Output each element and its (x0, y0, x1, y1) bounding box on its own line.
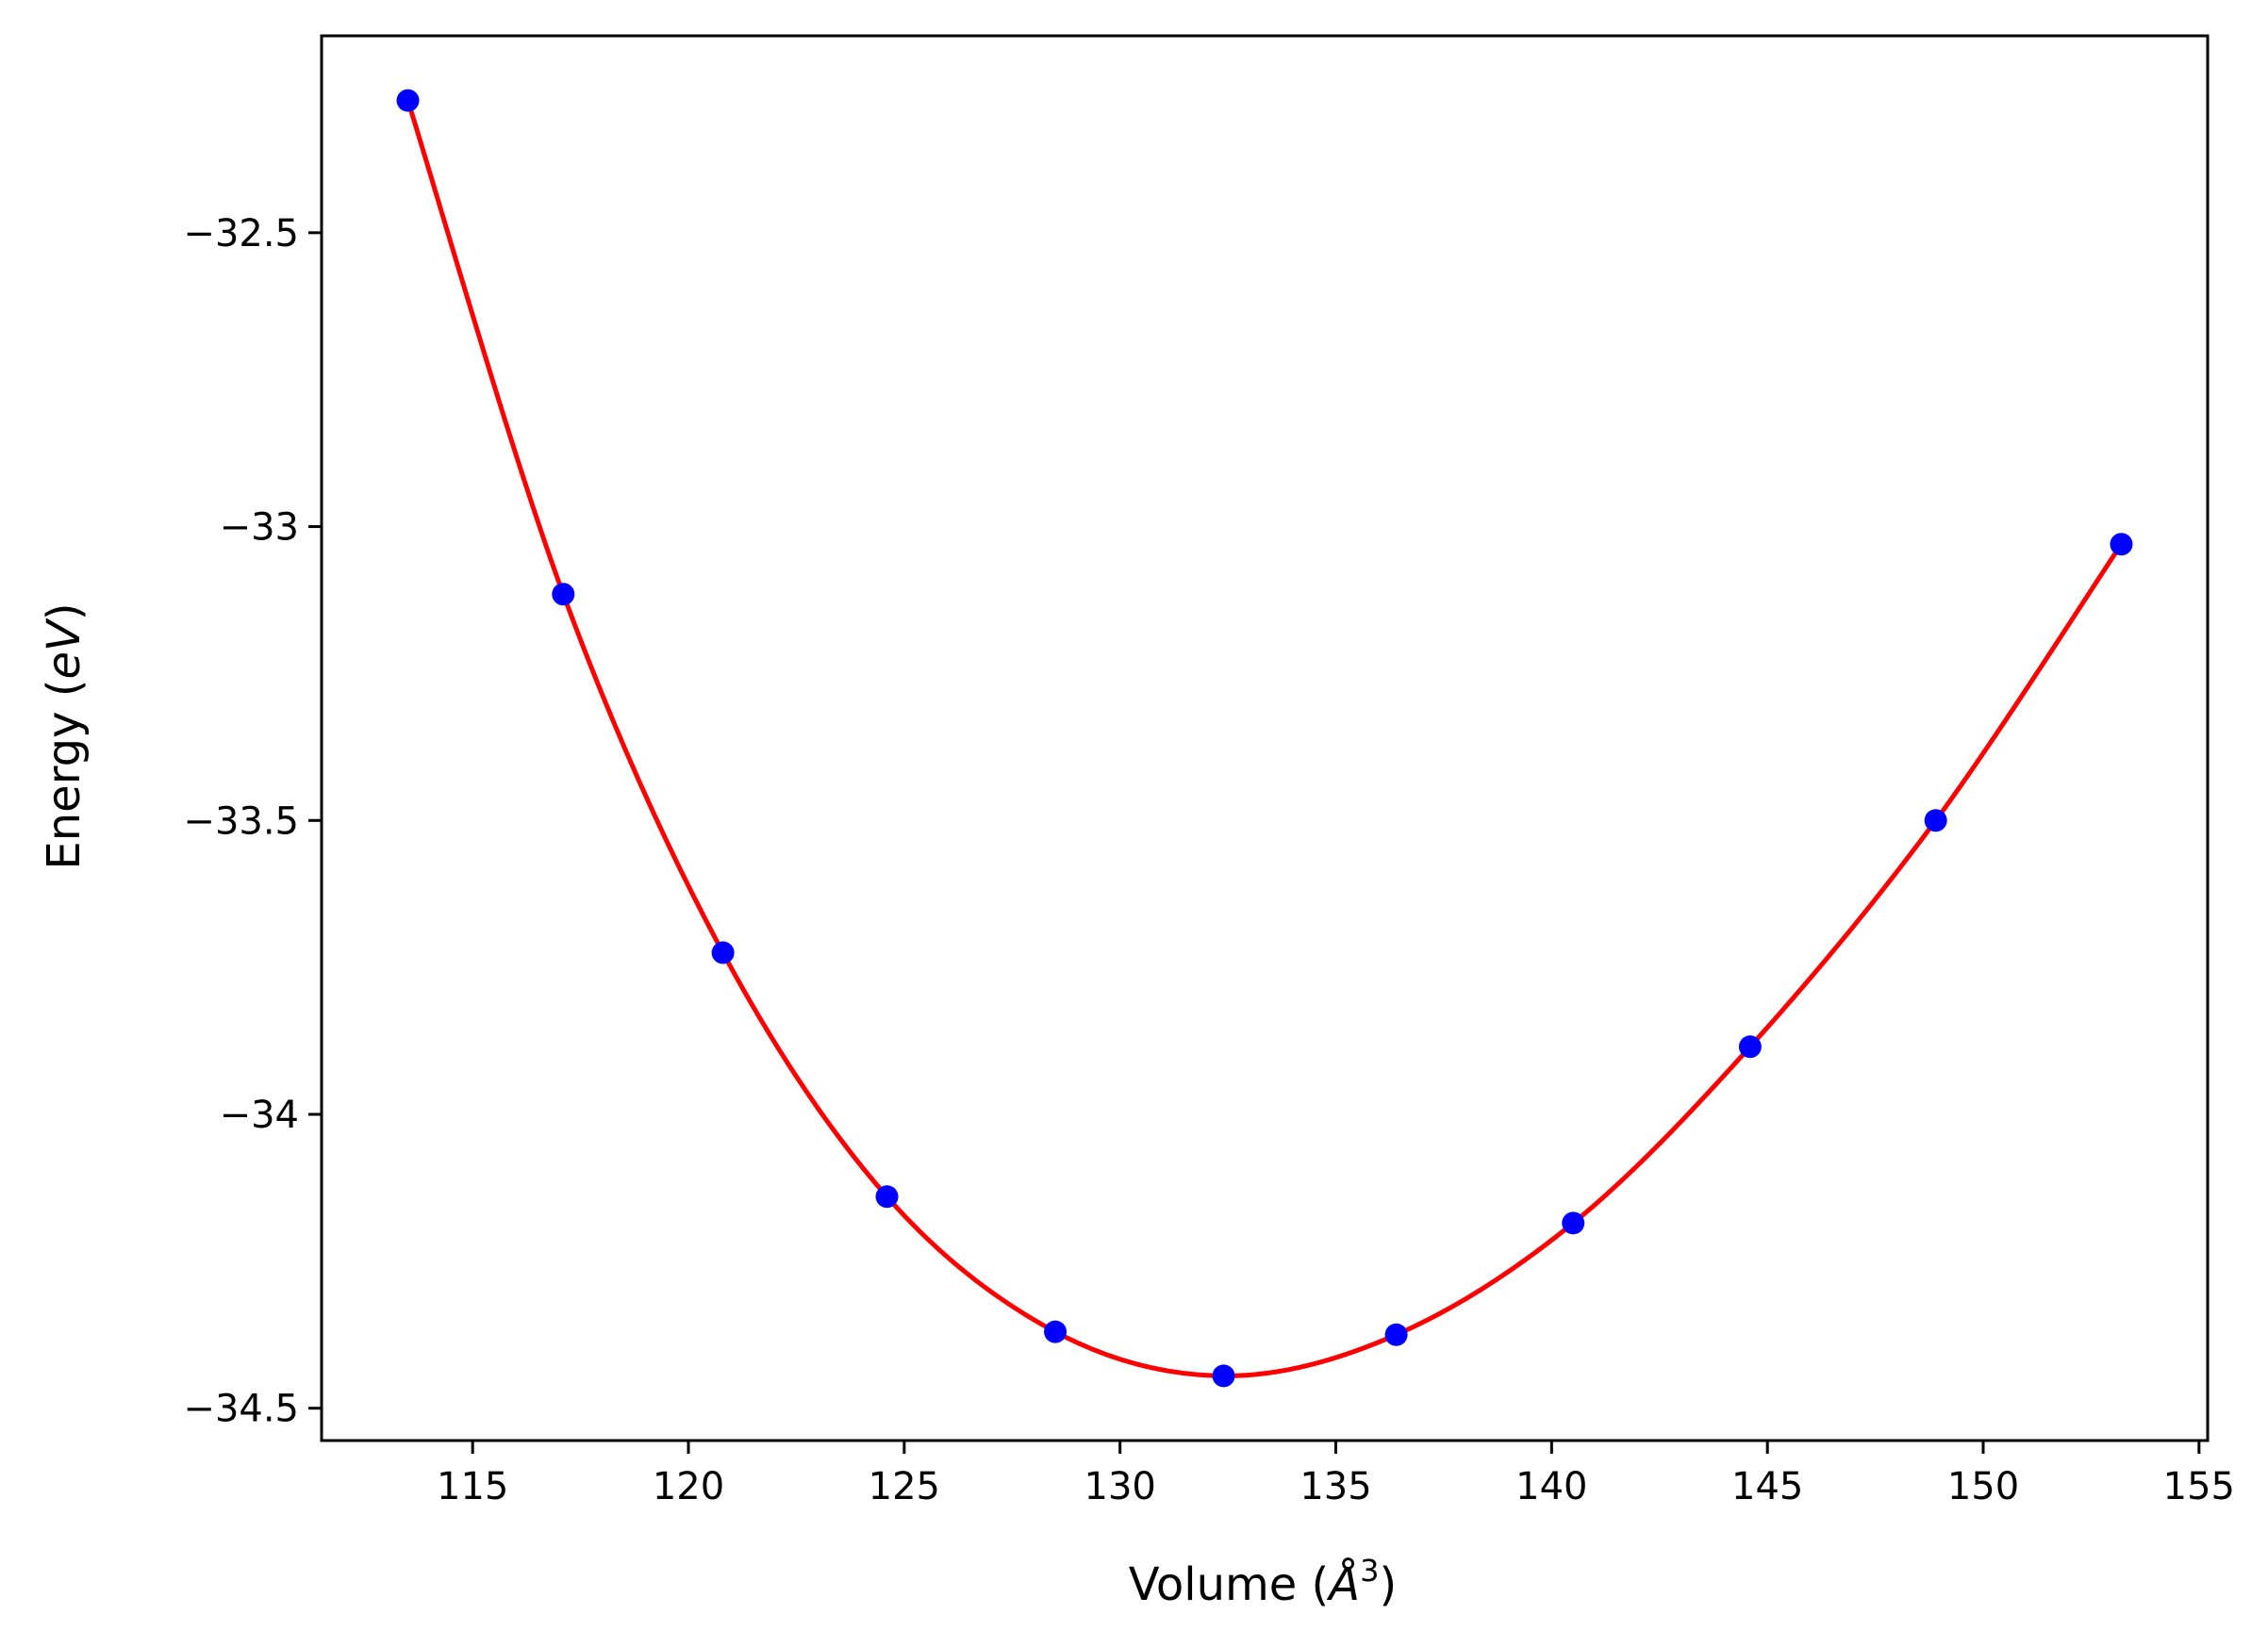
x-axis-label-text: Volume (1129, 1558, 1298, 1611)
data-point (875, 1185, 899, 1209)
y-axis-label-text: Energy (38, 712, 91, 870)
data-point (711, 941, 735, 964)
x-axis-label: Volume (Å3) (1129, 1553, 1397, 1611)
plot-frame (320, 34, 2210, 1442)
x-tick-label: 120 (653, 1465, 724, 1508)
y-tick-label: −34.5 (183, 1388, 299, 1431)
y-axis-ticks: −32.5 −33 −33.5 −34 −34.5 (183, 212, 322, 1431)
y-axis-label-paren-open: ( (38, 680, 91, 712)
data-point (2110, 533, 2133, 556)
y-axis-label: Energy (eV) (38, 602, 91, 869)
data-point (396, 89, 420, 112)
data-point (1924, 809, 1947, 832)
y-tick-label: −33.5 (183, 799, 299, 843)
x-tick-label: 155 (2163, 1465, 2235, 1508)
fit-curve-layer (406, 99, 2124, 1378)
data-point (552, 583, 575, 606)
x-tick-label: 115 (437, 1465, 508, 1508)
x-tick-label: 140 (1515, 1465, 1587, 1508)
data-point (1738, 1035, 1762, 1059)
y-tick-label: −32.5 (183, 212, 299, 255)
y-tick-label: −34 (220, 1094, 299, 1137)
x-tick-label: 135 (1300, 1465, 1371, 1508)
x-tick-label: 130 (1084, 1465, 1156, 1508)
fit-curve (406, 99, 2124, 1378)
data-point (1212, 1364, 1235, 1388)
x-tick-label: 150 (1947, 1465, 2019, 1508)
x-tick-label: 145 (1731, 1465, 1803, 1508)
y-tick-label: −33 (220, 506, 299, 550)
x-axis-label-paren-open: ( (1297, 1558, 1329, 1611)
data-point (1562, 1211, 1585, 1235)
y-axis-label-unit: eV (38, 618, 91, 680)
x-axis-label-unit: Å (1326, 1557, 1360, 1611)
data-point (1044, 1320, 1068, 1343)
x-axis-label-paren-close: ) (1379, 1558, 1397, 1611)
data-points-layer (396, 89, 2133, 1388)
data-point (1384, 1323, 1408, 1346)
x-axis-label-unit-exponent: 3 (1360, 1553, 1379, 1589)
y-axis-label-paren-close: ) (38, 602, 91, 620)
x-axis-ticks: 115 120 125 130 135 140 145 150 155 (437, 1441, 2235, 1508)
x-tick-label: 125 (869, 1465, 940, 1508)
